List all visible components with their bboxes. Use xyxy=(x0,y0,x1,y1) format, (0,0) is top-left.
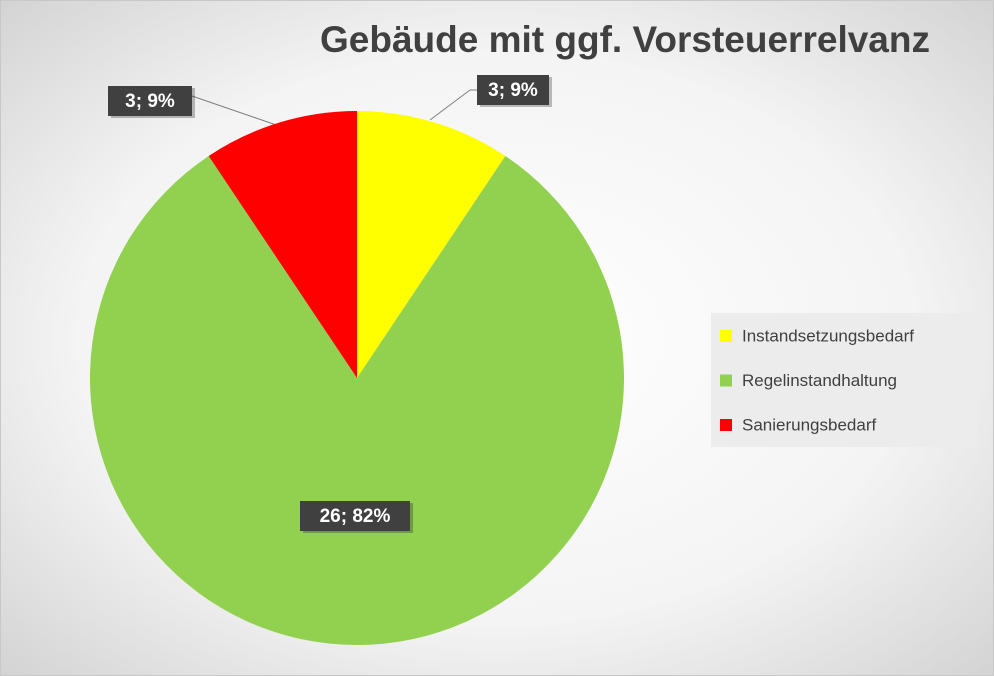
data-label-box xyxy=(300,501,410,531)
data-label-box xyxy=(477,75,549,105)
data-label: 3; 9% xyxy=(125,91,175,112)
legend-label: Sanierungsbedarf xyxy=(742,415,876,434)
chart-title: Gebäude mit ggf. Vorsteuerrelvanz xyxy=(320,19,930,60)
data-label: 26; 82% xyxy=(320,506,391,527)
leader-line xyxy=(429,89,477,121)
pie-slice xyxy=(357,111,506,378)
legend-box xyxy=(711,313,977,447)
legend-swatch xyxy=(720,374,732,387)
legend-label: Regelinstandhaltung xyxy=(742,371,897,390)
data-label-box xyxy=(108,86,192,116)
pie-slice xyxy=(89,155,624,645)
legend-swatch xyxy=(720,419,732,431)
pie-slice xyxy=(208,111,357,378)
data-label: 3; 9% xyxy=(488,80,538,101)
leader-line xyxy=(191,95,286,129)
legend-swatch xyxy=(720,330,732,342)
legend-label: Instandsetzungsbedarf xyxy=(742,326,914,345)
